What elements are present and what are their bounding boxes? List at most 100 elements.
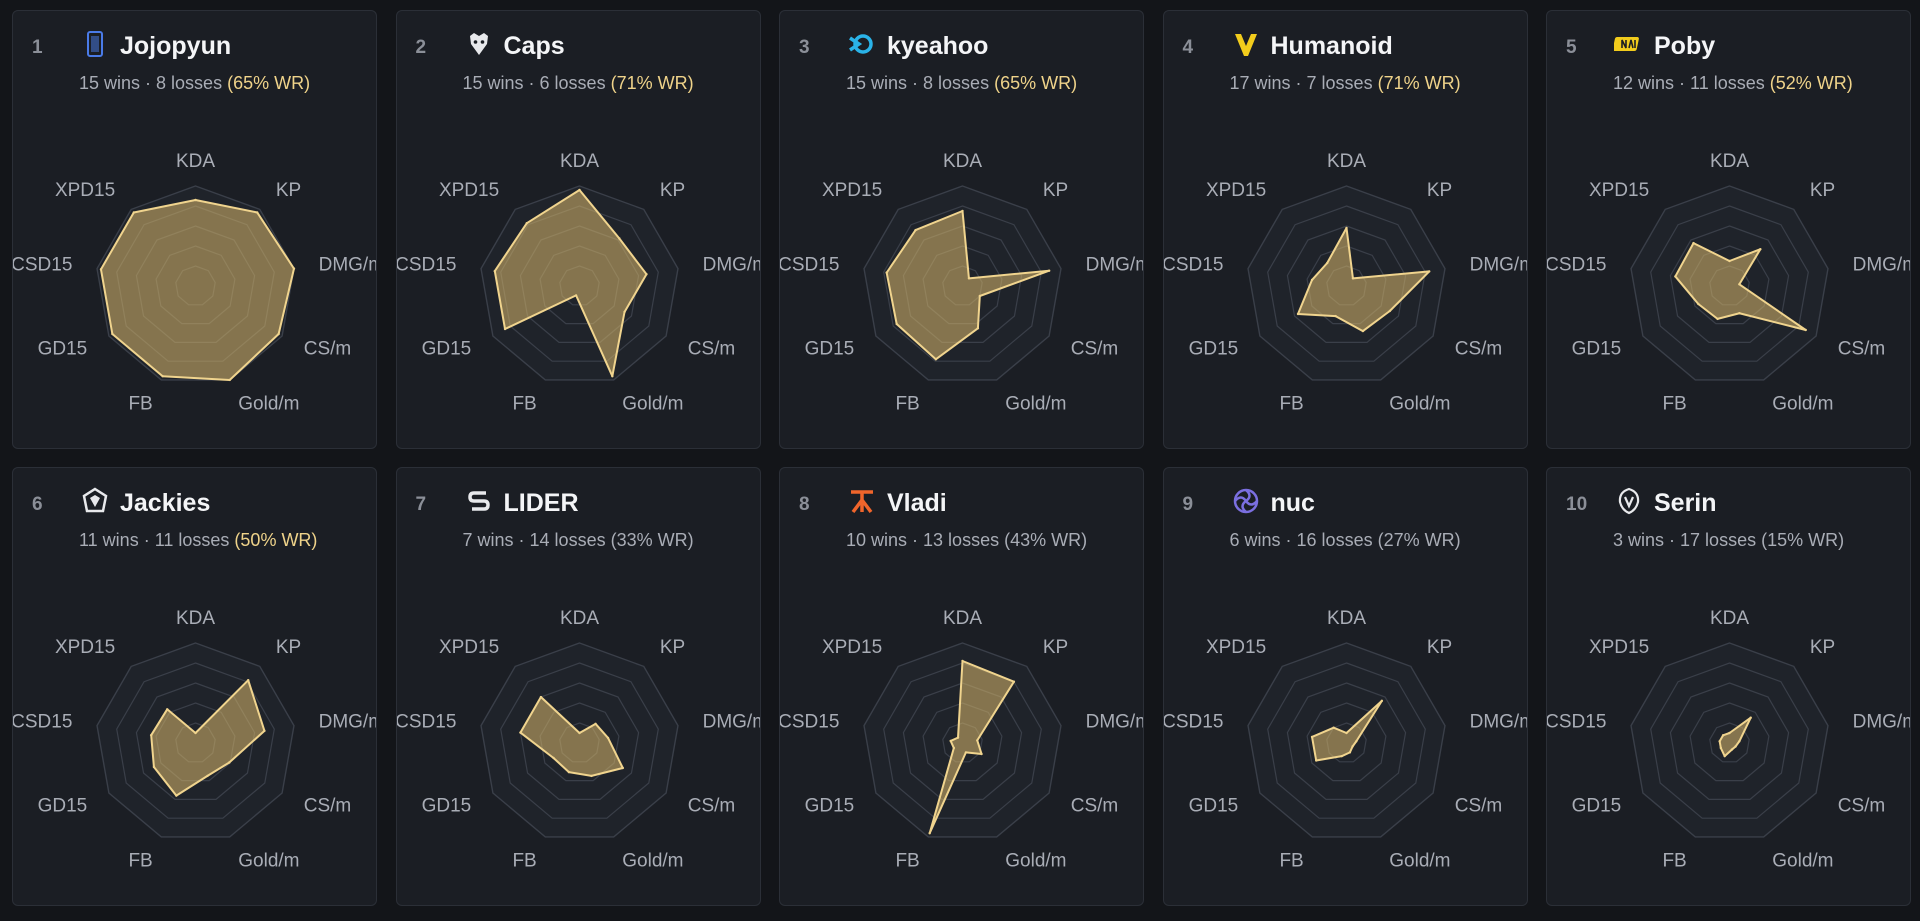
win-rate: (71% WR) [610, 73, 694, 93]
player-record: 11 wins · 11 losses (50% WR) [79, 530, 317, 551]
axis-label: XPD15 [55, 637, 115, 658]
axis-label: CS/m [1071, 339, 1119, 360]
player-name: nuc [1270, 489, 1315, 517]
record-separator: · [143, 530, 150, 550]
radar-point [1344, 731, 1348, 735]
axis-label: CSD15 [397, 711, 456, 732]
axis-label: KP [659, 637, 684, 658]
radar-point [976, 739, 979, 742]
radar-grid-ring [1286, 225, 1406, 343]
axis-label: GD15 [805, 339, 855, 360]
axis-label: CSD15 [1164, 254, 1223, 275]
radar-point [161, 375, 164, 378]
radar-svg: KDA KP DMG/m CS/m Gold/m FB GD15 CSD15 XPD15 [780, 608, 1143, 871]
player-rank: 3 [799, 37, 810, 58]
axis-label: DMG/m [319, 254, 377, 275]
player-rank: 8 [799, 494, 810, 515]
losses-count: 6 losses [539, 73, 606, 93]
radar-grid-ring [883, 205, 1042, 362]
radar-grid-ring [1266, 205, 1426, 362]
wins-count: 12 wins [1613, 73, 1675, 93]
axis-label: CS/m [1454, 339, 1502, 360]
axis-label: XPD15 [1589, 637, 1649, 658]
axis-label: CSD15 [1547, 254, 1606, 275]
losses-count: 7 losses [1306, 73, 1373, 93]
radar-point [1738, 740, 1741, 743]
axis-label: DMG/m [319, 711, 377, 732]
axis-label: XPD15 [1205, 180, 1265, 201]
axis-label: GD15 [1188, 796, 1238, 817]
radar-point [1350, 745, 1354, 748]
losses-count: 16 losses [1296, 530, 1373, 550]
axis-label: GD15 [421, 339, 471, 360]
radar-point [263, 729, 266, 733]
radar-point [593, 722, 597, 726]
player-rank: 10 [1566, 494, 1588, 515]
radar-series-area [1310, 699, 1383, 762]
axis-label: KDA [1326, 608, 1365, 629]
axis-label: FB [128, 393, 152, 414]
radar-point [539, 695, 542, 699]
axis-label: KDA [176, 151, 215, 172]
axis-label: GD15 [1572, 339, 1622, 360]
radar-point [1344, 226, 1348, 230]
axis-label: Gold/m [1772, 850, 1833, 871]
wins-count: 7 wins [462, 530, 514, 550]
record-separator: · [528, 73, 535, 93]
radar-point [577, 731, 581, 735]
player-card: 3 kyeahoo 15 wins · 8 losses (65% WR) KDA KP DMG… [779, 10, 1144, 449]
radar-point [885, 271, 888, 274]
win-rate: (65% WR) [994, 73, 1078, 93]
radar-point [914, 228, 917, 232]
radar-point [1427, 270, 1430, 273]
axis-label: CSD15 [13, 711, 72, 732]
axis-label: Gold/m [1005, 393, 1066, 414]
losses-count: 17 losses [1680, 530, 1757, 550]
axis-label: DMG/m [1853, 711, 1911, 732]
radar-point [525, 221, 528, 225]
losses-count: 8 losses [923, 73, 990, 93]
radar-point [1351, 277, 1354, 280]
radar-chart: KDA KP DMG/m CS/m Gold/m FB GD15 CSD15 XPD15 [397, 133, 760, 433]
radar-chart: KDA KP DMG/m CS/m Gold/m FB GD15 CSD15 XPD15 [13, 590, 377, 890]
axis-label: CS/m [1454, 796, 1502, 817]
player-grid: 1 Jojopyun 15 wins · 8 losses (65% WR) KDA KP DM… [12, 10, 1911, 906]
axis-label: KP [276, 637, 301, 658]
radar-point [1325, 261, 1328, 265]
player-card: 4 Humanoid 17 wins · 7 losses (71% WR) KDA KP DM… [1162, 10, 1528, 449]
radar-series-area [1674, 242, 1807, 331]
sk-icon [464, 486, 494, 516]
axis-label: Gold/m [1389, 393, 1450, 414]
radar-point [617, 237, 621, 240]
radar-grid-ring [1266, 662, 1426, 819]
axis-label: DMG/m [702, 254, 760, 275]
radar-point [1380, 699, 1383, 703]
axis-label: KDA [943, 151, 982, 172]
radar-series-area [493, 189, 647, 378]
radar-point [1721, 734, 1725, 737]
radar-point [1047, 269, 1051, 272]
radar-point [292, 267, 296, 270]
axis-label: FB [895, 850, 919, 871]
radar-point [621, 766, 624, 770]
radar-point [964, 751, 968, 754]
player-rank: 5 [1566, 37, 1577, 58]
radar-grid-ring [1650, 662, 1809, 819]
axis-label: DMG/m [1853, 254, 1911, 275]
win-rate: (27% WR) [1377, 530, 1461, 550]
losses-count: 8 losses [156, 73, 223, 93]
radar-point [149, 733, 153, 737]
radar-point [1012, 680, 1016, 683]
player-card: 6 Jackies 11 wins · 11 losses (50% WR) KDA KP DM… [12, 467, 377, 906]
radar-point [1738, 312, 1741, 315]
radar-chart: KDA KP DMG/m CS/m Gold/m FB GD15 CSD15 XPD15 [13, 133, 377, 433]
losses-count: 13 losses [923, 530, 1000, 550]
wins-count: 15 wins [79, 73, 141, 93]
radar-grid-ring [1286, 682, 1406, 800]
radar-point [1759, 248, 1762, 251]
radar-point [247, 678, 250, 682]
player-card: 1 Jojopyun 15 wins · 8 losses (65% WR) KDA KP DM… [12, 10, 377, 449]
win-rate: (33% WR) [610, 530, 694, 550]
radar-svg: KDA KP DMG/m CS/m Gold/m FB GD15 CSD15 XPD15 [397, 608, 760, 871]
radar-point [228, 761, 231, 764]
